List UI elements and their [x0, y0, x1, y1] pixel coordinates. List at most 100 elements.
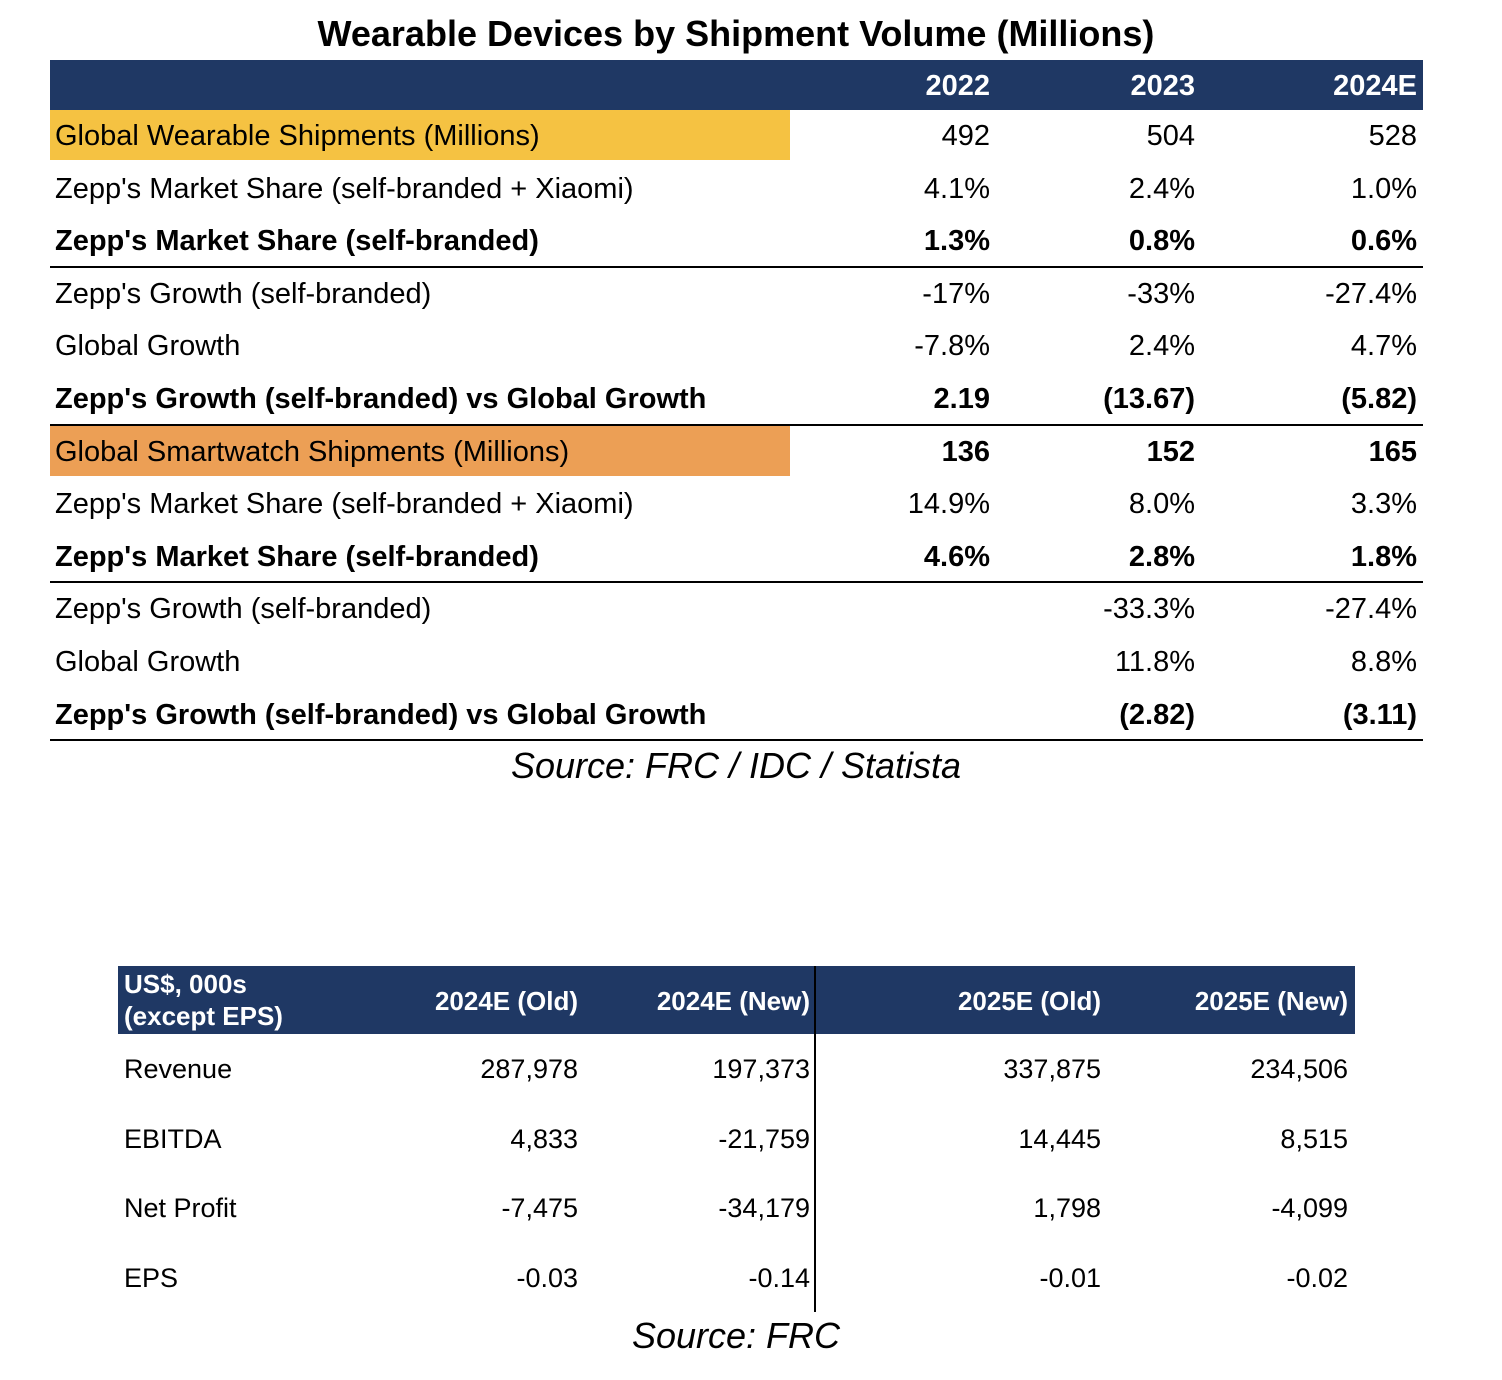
table-cell: 8.8%	[1350, 645, 1417, 678]
table-cell: -33.3%	[1103, 593, 1195, 626]
table-cell: -34,179	[718, 1193, 810, 1223]
table-cell: (3.11)	[1342, 698, 1417, 731]
table-row: Net Profit -7,475 -34,179 1,798 -4,099	[118, 1173, 1355, 1243]
table-cell: -7,475	[501, 1193, 578, 1223]
table-cell: -21,759	[718, 1123, 810, 1154]
table-header-row: 2022 2023 2024E	[50, 60, 1423, 110]
column-header-2024e-new: 2024E (New)	[656, 986, 810, 1016]
table-row: Zepp's Growth (self-branded) vs Global G…	[50, 373, 1423, 426]
column-header-2024e-old: 2024E (Old)	[434, 986, 578, 1016]
table-cell: (5.82)	[1341, 382, 1417, 415]
table-cell: -0.14	[748, 1262, 810, 1293]
row-label: EPS	[124, 1262, 179, 1293]
table-cell: 287,978	[480, 1054, 578, 1084]
table-cell: -0.03	[516, 1262, 578, 1293]
table-cell: 1,798	[1033, 1193, 1101, 1223]
row-label: Zepp's Growth (self-branded) vs Global G…	[55, 698, 707, 731]
table-cell: 234,506	[1250, 1054, 1348, 1084]
table-row: Revenue 287,978 197,373 337,875 234,506	[118, 1034, 1355, 1104]
table-cell: 504	[1146, 120, 1195, 152]
table-cell	[790, 583, 990, 633]
table-row: Global Wearable Shipments (Millions) 492…	[50, 110, 1423, 163]
row-label-global-wearable-shipments: Global Wearable Shipments (Millions)	[50, 110, 790, 160]
table-cell: 0.6%	[1350, 225, 1417, 258]
table-cell: 2.19	[933, 382, 990, 415]
table-row: EBITDA 4,833 -21,759 14,445 8,515	[118, 1104, 1355, 1174]
column-header-2023: 2023	[1130, 70, 1195, 102]
table-cell: 492	[941, 120, 990, 152]
table-cell: (2.82)	[1119, 698, 1195, 731]
table-row: Zepp's Market Share (self-branded) 4.6% …	[50, 531, 1423, 584]
table-cell: 2.4%	[1128, 172, 1195, 205]
row-label: Zepp's Growth (self-branded) vs Global G…	[55, 382, 707, 415]
table-cell: 14,445	[1018, 1123, 1101, 1154]
table-cell: 197,373	[712, 1054, 810, 1084]
table-cell: 4,833	[510, 1123, 578, 1154]
table-cell: 1.3%	[923, 225, 990, 258]
column-header-2025e-old: 2025E (Old)	[957, 986, 1101, 1016]
estimates-table: US$, 000s (except EPS) 2024E (Old) 2024E…	[118, 966, 1355, 1312]
table-cell	[790, 689, 990, 739]
table-row: Zepp's Growth (self-branded) vs Global G…	[50, 689, 1423, 742]
table-cell: 4.6%	[923, 540, 990, 573]
table-row: Global Growth 11.8% 8.8%	[50, 636, 1423, 689]
row-label: Global Growth	[55, 330, 241, 363]
source-note-estimates: Source: FRC	[631, 1315, 841, 1356]
row-label: Zepp's Growth (self-branded)	[55, 277, 432, 310]
table-cell: 337,875	[1003, 1054, 1101, 1084]
column-divider	[814, 966, 816, 1312]
table-cell	[790, 636, 990, 686]
page-title: Wearable Devices by Shipment Volume (Mil…	[317, 13, 1155, 54]
table-row: EPS -0.03 -0.14 -0.01 -0.02	[118, 1243, 1355, 1313]
header-units-label: US$, 000s (except EPS)	[124, 969, 283, 1031]
table-cell: -4,099	[1271, 1193, 1348, 1223]
row-label: Zepp's Market Share (self-branded + Xiao…	[55, 488, 634, 521]
table-cell: 1.8%	[1350, 540, 1417, 573]
table-header-row: US$, 000s (except EPS) 2024E (Old) 2024E…	[118, 966, 1355, 1034]
table-cell: -27.4%	[1325, 593, 1417, 626]
column-header-2022: 2022	[925, 70, 990, 102]
table-row: Zepp's Market Share (self-branded + Xiao…	[50, 478, 1423, 531]
column-header-2024e: 2024E	[1333, 70, 1417, 102]
source-note-shipments: Source: FRC / IDC / Statista	[510, 745, 962, 786]
table-cell: -17%	[922, 277, 990, 310]
table-cell: 2.8%	[1128, 540, 1195, 573]
row-label: Zepp's Market Share (self-branded)	[55, 225, 539, 258]
table-row: Zepp's Market Share (self-branded) 1.3% …	[50, 215, 1423, 268]
shipment-volume-table: 2022 2023 2024E Global Wearable Shipment…	[50, 60, 1423, 742]
column-header-2025e-new: 2025E (New)	[1194, 986, 1348, 1016]
table-cell: 8,515	[1280, 1123, 1348, 1154]
table-cell: (13.67)	[1103, 382, 1195, 415]
table-cell: -0.01	[1039, 1262, 1101, 1293]
table-cell: 4.1%	[923, 172, 990, 205]
table-row: Zepp's Growth (self-branded) -33.3% -27.…	[50, 583, 1423, 636]
row-label: Global Growth	[55, 645, 241, 678]
table-cell: 152	[1146, 435, 1195, 468]
table-cell: -27.4%	[1325, 277, 1417, 310]
row-label-global-smartwatch-shipments: Global Smartwatch Shipments (Millions)	[50, 425, 790, 476]
table-row: Global Growth -7.8% 2.4% 4.7%	[50, 320, 1423, 373]
table-cell: 14.9%	[907, 488, 990, 521]
table-cell: 165	[1368, 435, 1417, 468]
row-label: EBITDA	[124, 1123, 222, 1154]
table-cell: -33%	[1127, 277, 1195, 310]
table-cell: 11.8%	[1114, 645, 1195, 678]
row-label: Zepp's Market Share (self-branded + Xiao…	[55, 172, 634, 205]
table-row: Zepp's Growth (self-branded) -17% -33% -…	[50, 268, 1423, 321]
row-label: Zepp's Growth (self-branded)	[55, 593, 432, 626]
table-cell: 2.4%	[1128, 330, 1195, 363]
row-label: Revenue	[124, 1054, 233, 1084]
table-cell: -7.8%	[914, 330, 990, 363]
row-label: Zepp's Market Share (self-branded)	[55, 540, 539, 573]
table-cell: 3.3%	[1350, 488, 1417, 521]
table-cell: 1.0%	[1350, 172, 1417, 205]
table-cell: 0.8%	[1128, 225, 1195, 258]
table-cell: 136	[941, 435, 990, 468]
table-cell: 528	[1368, 120, 1417, 152]
table-cell: -0.02	[1286, 1262, 1348, 1293]
table-row: Global Smartwatch Shipments (Millions) 1…	[50, 425, 1423, 479]
row-label: Net Profit	[124, 1193, 237, 1223]
table-row: Zepp's Market Share (self-branded + Xiao…	[50, 163, 1423, 216]
table-cell: 8.0%	[1128, 488, 1195, 521]
table-cell: 4.7%	[1350, 330, 1417, 363]
